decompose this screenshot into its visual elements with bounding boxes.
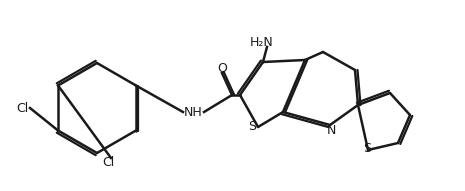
- Text: N: N: [326, 124, 336, 137]
- Text: H₂N: H₂N: [250, 36, 274, 49]
- Text: O: O: [217, 62, 227, 74]
- Text: S: S: [363, 142, 371, 155]
- Text: S: S: [248, 121, 256, 134]
- Text: Cl: Cl: [102, 156, 114, 169]
- Text: Cl: Cl: [16, 101, 28, 114]
- Text: NH: NH: [184, 105, 202, 118]
